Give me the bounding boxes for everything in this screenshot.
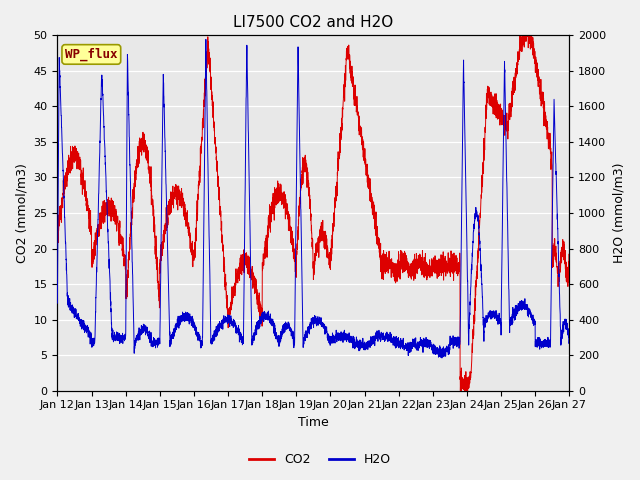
- X-axis label: Time: Time: [298, 416, 329, 429]
- Text: WP_flux: WP_flux: [65, 48, 118, 61]
- Y-axis label: H2O (mmol/m3): H2O (mmol/m3): [612, 163, 625, 263]
- Y-axis label: CO2 (mmol/m3): CO2 (mmol/m3): [15, 163, 28, 263]
- Legend: CO2, H2O: CO2, H2O: [244, 448, 396, 471]
- Title: LI7500 CO2 and H2O: LI7500 CO2 and H2O: [233, 15, 394, 30]
